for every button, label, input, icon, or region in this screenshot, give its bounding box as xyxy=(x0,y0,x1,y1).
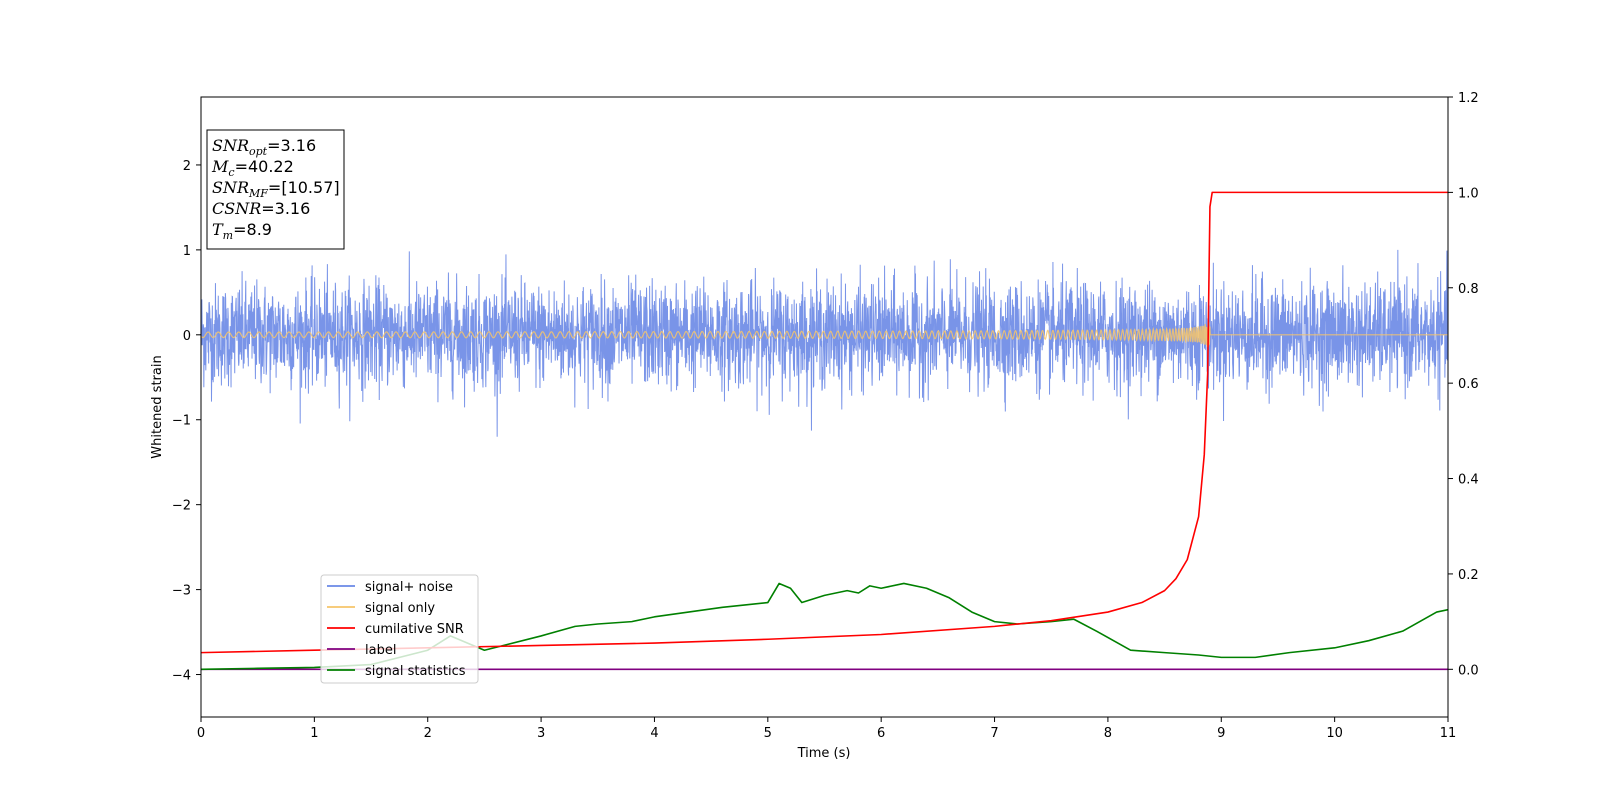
y-right-tick-label: 0.8 xyxy=(1458,282,1479,297)
y-right-tick-label: 1.2 xyxy=(1458,91,1479,106)
legend-entry: signal only xyxy=(365,601,435,616)
legend: signal+ noise signal only cumilative SNR la… xyxy=(320,574,479,684)
y-right-tick-label: 0.0 xyxy=(1458,663,1479,678)
y-left-tick-label: −3 xyxy=(172,584,191,599)
x-tick-label: 2 xyxy=(424,726,432,741)
plot-frame xyxy=(200,96,1449,718)
legend-entry: signal statistics xyxy=(365,664,466,679)
annotation-line: SNRMF=[10.57] xyxy=(212,178,340,200)
y-right-tick-label: 1.0 xyxy=(1458,186,1479,201)
y-left-tick-label: −2 xyxy=(172,499,191,514)
y-right-tick-label: 0.6 xyxy=(1458,377,1479,392)
x-tick-label: 3 xyxy=(537,726,545,741)
x-tick-label: 0 xyxy=(197,726,205,741)
x-tick-label: 5 xyxy=(764,726,772,741)
annotation-line: Mc=40.22 xyxy=(211,157,294,179)
y-axis-label: Whitened strain xyxy=(150,355,165,458)
series-signal-noise xyxy=(201,249,1448,437)
series-signal-statistics xyxy=(201,582,1448,671)
legend-entry: label xyxy=(365,643,396,658)
y-right-tick-label: 0.4 xyxy=(1458,473,1479,488)
x-tick-label: 11 xyxy=(1440,726,1457,741)
legend-frame xyxy=(320,574,479,684)
y-left-tick-label: −1 xyxy=(172,414,191,429)
x-tick-label: 6 xyxy=(877,726,885,741)
annotation-line: CSNR=3.16 xyxy=(212,199,310,218)
x-axis: 0 1 2 3 4 5 6 7 8 9 10 11 xyxy=(197,717,1456,741)
y-left-tick-label: 1 xyxy=(183,244,191,259)
x-tick-label: 10 xyxy=(1326,726,1343,741)
x-tick-label: 1 xyxy=(310,726,318,741)
y-left-axis: −4 −3 −2 −1 0 1 2 xyxy=(172,159,201,684)
snr-annotation-box: SNRopt=3.16Mc=40.22SNRMF=[10.57]CSNR=3.1… xyxy=(206,129,345,250)
y-right-tick-label: 0.2 xyxy=(1458,568,1479,583)
x-axis-label: Time (s) xyxy=(797,746,851,761)
y-left-tick-label: 2 xyxy=(183,159,191,174)
x-tick-label: 9 xyxy=(1217,726,1225,741)
y-right-axis: 0.0 0.2 0.4 0.6 0.8 1.0 1.2 xyxy=(1448,91,1479,678)
series-cumulative-snr xyxy=(201,191,1448,654)
annotation-line: SNRopt=3.16 xyxy=(212,136,316,158)
annotation-frame xyxy=(206,129,345,250)
x-tick-label: 8 xyxy=(1104,726,1112,741)
y-left-tick-label: 0 xyxy=(183,329,191,344)
legend-entry: cumilative SNR xyxy=(365,622,464,637)
x-tick-label: 4 xyxy=(650,726,658,741)
x-tick-label: 7 xyxy=(990,726,998,741)
annotation-line: Tm=8.9 xyxy=(212,220,272,242)
legend-entry: signal+ noise xyxy=(365,580,453,595)
series-signal-only xyxy=(201,322,1448,348)
y-left-tick-label: −4 xyxy=(172,669,191,684)
